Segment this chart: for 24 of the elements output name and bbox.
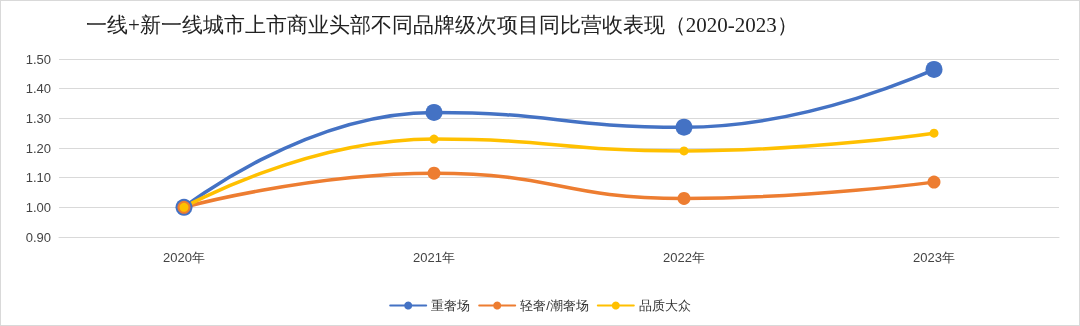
y-tick-label: 1.50 bbox=[25, 51, 51, 67]
point bbox=[675, 118, 693, 136]
x-tick-label: 2021年 bbox=[413, 250, 455, 265]
point bbox=[427, 166, 441, 180]
point bbox=[925, 60, 943, 78]
point bbox=[679, 146, 689, 156]
y-tick-label: 1.40 bbox=[25, 81, 51, 97]
point bbox=[425, 103, 443, 121]
point bbox=[929, 128, 939, 138]
point bbox=[927, 175, 941, 189]
x-tick-label: 2022年 bbox=[663, 250, 705, 265]
legend-label: 重奢场 bbox=[431, 298, 471, 313]
x-tick-label: 2020年 bbox=[163, 250, 205, 265]
y-tick-label: 0.90 bbox=[25, 229, 51, 245]
point bbox=[677, 191, 691, 205]
y-tick-label: 1.30 bbox=[25, 110, 51, 126]
legend-label: 品质大众 bbox=[638, 298, 691, 313]
point bbox=[429, 134, 439, 144]
chart-title: 一线+新一线城市上市商业头部不同品牌级次项目同比营收表现（2020-2023） bbox=[86, 12, 798, 37]
x-tick-label: 2023年 bbox=[913, 250, 955, 265]
y-tick-label: 1.10 bbox=[25, 170, 51, 186]
legend-label: 轻奢/潮奢场 bbox=[520, 298, 589, 313]
y-tick-label: 1.00 bbox=[25, 199, 51, 215]
y-tick-label: 1.20 bbox=[25, 140, 51, 156]
